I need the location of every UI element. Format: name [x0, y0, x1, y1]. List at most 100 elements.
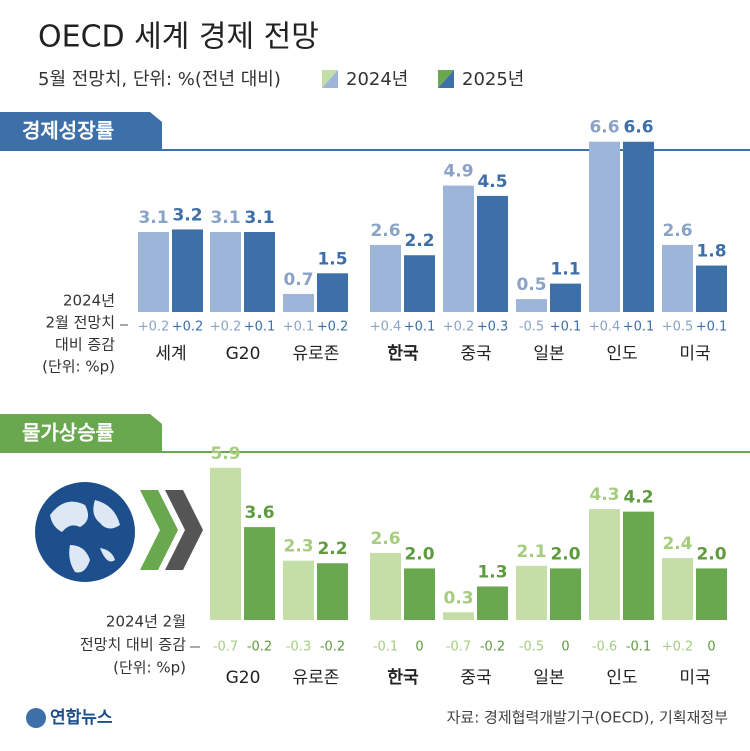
section-tab [0, 414, 162, 452]
revision-label: +0.4 [589, 320, 621, 335]
bar [172, 229, 203, 312]
value-label: 2.1 [516, 542, 546, 562]
value-label: 0.3 [443, 588, 473, 608]
note-line: (단위: %p) [42, 358, 115, 376]
title: OECD 세계 경제 전망 [38, 20, 319, 55]
category-label: 중국 [460, 344, 491, 364]
revision-label: -0.2 [320, 640, 345, 655]
note-line: 대비 증감 [55, 336, 115, 354]
category-label: 일본 [533, 344, 564, 364]
bar [696, 568, 727, 620]
category-label: 유로존 [293, 668, 340, 688]
value-label: 0.7 [283, 270, 313, 290]
revision-label: +0.3 [477, 320, 509, 335]
bar [550, 568, 581, 620]
value-label: 2.0 [696, 544, 726, 564]
bar [244, 527, 275, 620]
revision-label: +0.2 [210, 320, 242, 335]
legend-swatch [438, 70, 454, 88]
oecd-logo [35, 482, 203, 582]
note-line: 2월 전망치 [45, 314, 115, 332]
chevron [140, 490, 178, 570]
bar [404, 255, 435, 312]
revision-label: +0.2 [172, 320, 204, 335]
bar [404, 568, 435, 620]
bar [370, 552, 401, 620]
section-tab [0, 112, 162, 150]
revision-label: -0.1 [373, 640, 398, 655]
globe-land [50, 500, 120, 573]
category-label: 인도 [606, 668, 637, 688]
category-label: 미국 [679, 344, 710, 364]
bar [210, 232, 241, 312]
bar [623, 511, 654, 620]
revision-label: +0.1 [244, 320, 276, 335]
category-label: G20 [226, 344, 261, 364]
legend-label: 2025년 [462, 69, 524, 90]
bar [370, 244, 401, 312]
revision-label: +0.1 [283, 320, 315, 335]
category-label: 한국 [387, 668, 419, 688]
value-label: 4.2 [623, 488, 653, 508]
revision-label: -0.3 [286, 640, 311, 655]
value-label: 2.6 [662, 221, 692, 241]
bar [623, 141, 654, 312]
note-line: 2024년 [63, 292, 115, 310]
note-line: (단위: %p) [113, 659, 186, 677]
press-logo: 연합뉴스 [50, 707, 113, 728]
revision-label: -0.5 [519, 320, 544, 335]
value-label: 2.3 [283, 537, 313, 557]
bar [283, 560, 314, 620]
revision-label: 0 [415, 640, 423, 655]
revision-label: +0.1 [550, 320, 582, 335]
revision-label: 0 [707, 640, 715, 655]
value-label: 0.5 [516, 275, 546, 295]
section-title: 물가상승률 [22, 421, 114, 445]
bar [662, 244, 693, 312]
value-label: 3.1 [210, 208, 240, 228]
revision-label: 0 [561, 640, 569, 655]
note-line: 2024년 2월 [106, 613, 186, 631]
value-label: 2.4 [662, 534, 692, 554]
chevron [165, 490, 203, 570]
bar [138, 232, 169, 312]
value-label: 1.8 [696, 242, 726, 262]
value-label: 1.5 [317, 249, 347, 269]
category-label: 인도 [606, 344, 637, 364]
bar [317, 563, 348, 620]
category-label: 유로존 [293, 344, 340, 364]
value-label: 2.2 [404, 231, 434, 251]
revision-label: +0.2 [138, 320, 170, 335]
revision-label: +0.4 [370, 320, 402, 335]
value-label: 6.6 [589, 118, 619, 138]
bar [696, 265, 727, 312]
value-label: 4.9 [443, 162, 473, 182]
revision-label: -0.1 [626, 640, 651, 655]
revision-label: +0.1 [696, 320, 728, 335]
bar [516, 299, 547, 312]
bar [589, 509, 620, 620]
value-label: 2.6 [370, 221, 400, 241]
legend-swatch [322, 70, 338, 88]
category-label: 세계 [155, 344, 186, 364]
revision-label: +0.2 [443, 320, 475, 335]
bar [443, 612, 474, 620]
value-label: 1.3 [477, 562, 507, 582]
revision-label: -0.6 [592, 640, 617, 655]
category-label: 중국 [460, 668, 491, 688]
legend: 2024년 2025년 [322, 69, 524, 90]
value-label: 1.1 [550, 260, 580, 280]
bar [662, 558, 693, 620]
legend-label: 2024년 [346, 69, 408, 90]
value-label: 2.0 [550, 544, 580, 564]
revision-label: -0.7 [213, 640, 238, 655]
value-label: 3.1 [244, 208, 274, 228]
revision-label: +0.1 [623, 320, 655, 335]
bar [589, 141, 620, 312]
value-label: 4.5 [477, 172, 507, 192]
category-label: 한국 [387, 344, 419, 364]
revision-label: -0.7 [446, 640, 471, 655]
bar [477, 586, 508, 620]
value-label: 3.1 [138, 208, 168, 228]
category-label: G20 [226, 668, 261, 688]
